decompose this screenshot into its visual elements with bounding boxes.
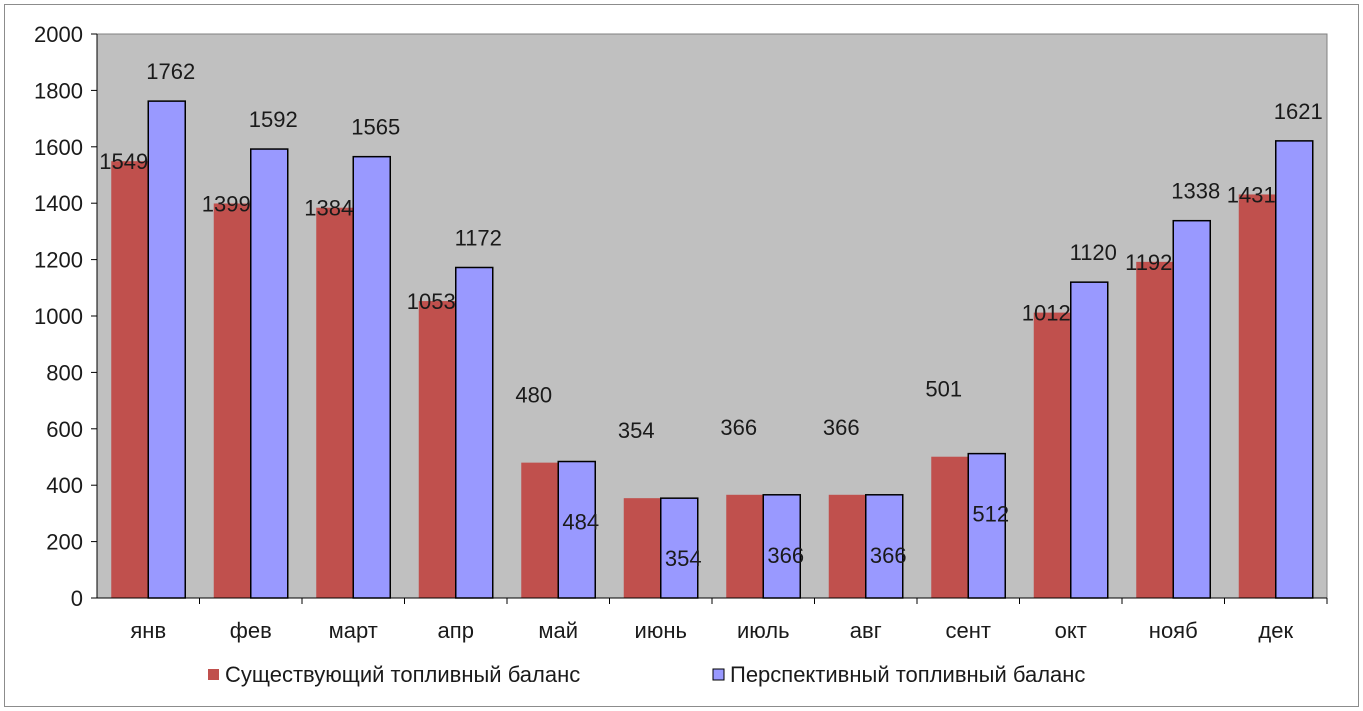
data-label-existing: 354 bbox=[618, 418, 655, 443]
y-axis: 0 200 400 600 800 1000 1200 1400 1600 1800 2000 bbox=[34, 22, 98, 611]
x-tick-label: апр bbox=[438, 618, 474, 643]
data-label-existing: 1431 bbox=[1227, 182, 1276, 207]
bar-prospective bbox=[967, 452, 1006, 599]
data-label-existing: 1192 bbox=[1125, 250, 1172, 275]
y-tick-label: 2000 bbox=[34, 22, 83, 47]
bar-existing bbox=[1033, 312, 1071, 598]
bar-prospective bbox=[147, 100, 186, 599]
bar-existing bbox=[726, 494, 764, 598]
data-label-prospective: 366 bbox=[870, 543, 907, 568]
data-label-existing: 366 bbox=[823, 415, 860, 440]
legend-swatch bbox=[208, 669, 219, 680]
y-tick-label: 200 bbox=[46, 530, 83, 555]
data-label-existing: 1399 bbox=[202, 191, 251, 216]
x-tick-label: сент bbox=[946, 618, 991, 643]
data-label-existing: 1549 bbox=[99, 149, 148, 174]
data-label-prospective: 366 bbox=[767, 543, 804, 568]
y-tick-label: 1800 bbox=[34, 78, 83, 103]
bar-prospective bbox=[557, 460, 596, 599]
data-label-prospective: 1338 bbox=[1171, 179, 1220, 204]
data-label-existing: 1384 bbox=[304, 196, 353, 221]
x-axis: янв фев март апр май июнь июль авг сент окт нояб де… bbox=[97, 597, 1328, 643]
data-label-prospective: 354 bbox=[665, 546, 702, 571]
y-tick-label: 1000 bbox=[34, 304, 83, 329]
x-tick-label: окт bbox=[1055, 618, 1087, 643]
plot-area bbox=[96, 33, 1328, 599]
bar-existing bbox=[623, 498, 661, 598]
bar-existing bbox=[1238, 194, 1276, 598]
bar-prospective bbox=[1070, 281, 1109, 599]
data-labels: 1549 1762 1399 1592 1384 1565 1053 1172 480 484 35… bbox=[99, 59, 1322, 571]
x-tick-label: фев bbox=[230, 618, 272, 643]
y-tick-label: 400 bbox=[46, 473, 83, 498]
bar-prospective bbox=[352, 155, 391, 599]
bar-prospective bbox=[660, 497, 699, 599]
data-label-prospective: 1762 bbox=[146, 59, 195, 84]
data-label-prospective: 1621 bbox=[1274, 99, 1323, 124]
bar-prospective bbox=[250, 148, 289, 599]
data-label-existing: 501 bbox=[925, 377, 962, 402]
data-label-prospective: 1592 bbox=[249, 107, 298, 132]
data-label-prospective: 1172 bbox=[455, 225, 502, 250]
x-tick-label: дек bbox=[1258, 618, 1293, 643]
legend: Существующий топливный баланс Перспективн… bbox=[208, 662, 1085, 687]
y-tick-label: 1400 bbox=[34, 191, 83, 216]
x-tick-label: март bbox=[329, 618, 378, 643]
data-label-existing: 480 bbox=[515, 383, 552, 408]
bar-existing bbox=[111, 161, 149, 598]
y-tick-label: 0 bbox=[71, 586, 83, 611]
bars bbox=[111, 100, 1314, 599]
legend-swatch bbox=[712, 668, 725, 681]
x-tick-label: июль bbox=[737, 618, 790, 643]
legend-label: Существующий топливный баланс bbox=[225, 662, 580, 687]
x-tick-label: май bbox=[538, 618, 578, 643]
bar-existing bbox=[213, 203, 251, 598]
data-label-existing: 366 bbox=[720, 415, 757, 440]
bar-existing bbox=[316, 207, 354, 598]
bar-prospective bbox=[455, 266, 494, 599]
x-tick-label: янв bbox=[130, 618, 166, 643]
bar-existing bbox=[418, 301, 456, 598]
bar-existing bbox=[828, 494, 866, 598]
y-tick-label: 1200 bbox=[34, 248, 83, 273]
legend-label: Перспективный топливный баланс bbox=[730, 662, 1085, 687]
bar-prospective bbox=[1275, 140, 1314, 599]
bar-existing bbox=[521, 462, 559, 598]
bar-existing bbox=[1136, 261, 1174, 598]
x-tick-label: июнь bbox=[635, 618, 687, 643]
data-label-prospective: 484 bbox=[562, 510, 599, 535]
y-tick-label: 1600 bbox=[34, 135, 83, 160]
bar-prospective bbox=[762, 494, 801, 599]
data-label-prospective: 1120 bbox=[1070, 240, 1117, 265]
data-label-prospective: 1565 bbox=[351, 115, 400, 140]
x-tick-label: нояб bbox=[1149, 618, 1198, 643]
x-tick-label: авг bbox=[850, 618, 882, 643]
y-tick-label: 800 bbox=[46, 360, 83, 385]
data-label-prospective: 512 bbox=[972, 502, 1009, 527]
data-label-existing: 1012 bbox=[1022, 301, 1071, 326]
bar-existing bbox=[931, 456, 969, 598]
bar-prospective bbox=[1172, 219, 1211, 599]
y-tick-label: 600 bbox=[46, 417, 83, 442]
data-label-existing: 1053 bbox=[407, 289, 456, 314]
